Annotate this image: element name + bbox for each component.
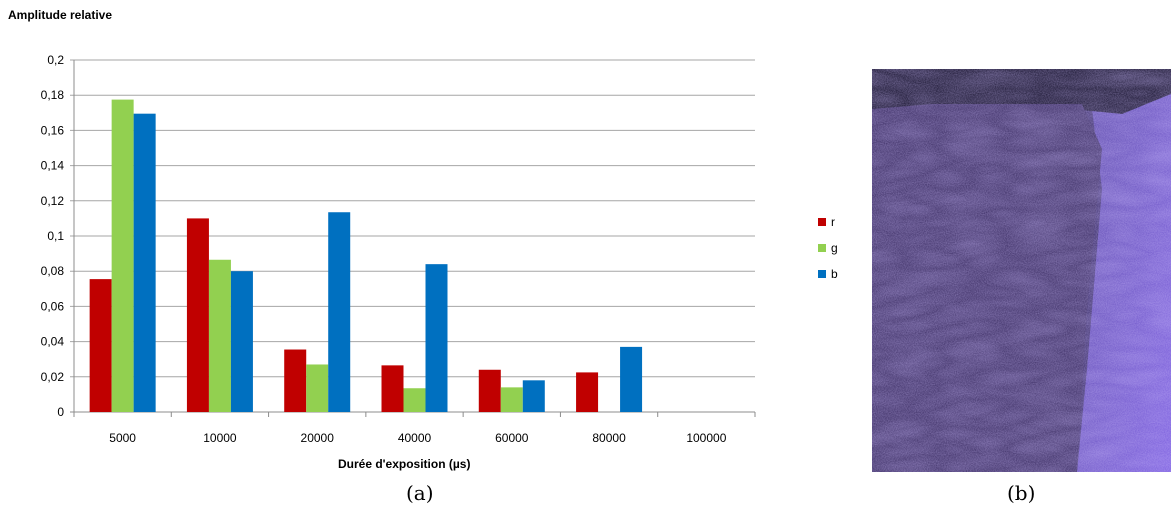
bar-b-5000 bbox=[133, 113, 156, 413]
y-tick-label: 0,12 bbox=[41, 194, 65, 208]
bar-chart: 00,020,040,060,080,10,120,140,160,180,2 … bbox=[41, 53, 756, 445]
legend-label-b: b bbox=[831, 267, 838, 281]
bar-g-5000 bbox=[111, 99, 134, 412]
x-tick-label: 5000 bbox=[109, 431, 136, 445]
bar-r-5000 bbox=[89, 279, 112, 412]
y-tick-label: 0,04 bbox=[41, 335, 65, 349]
y-tick-label: 0,16 bbox=[41, 123, 65, 137]
legend-label-r: r bbox=[831, 215, 835, 229]
bar-g-20000 bbox=[306, 364, 329, 412]
legend-item-g: g bbox=[818, 235, 838, 261]
bar-r-80000 bbox=[576, 372, 599, 412]
x-tick-label: 80000 bbox=[592, 431, 626, 445]
x-tick-label: 40000 bbox=[398, 431, 432, 445]
x-tick-label: 10000 bbox=[203, 431, 237, 445]
y-tick-label: 0,18 bbox=[41, 88, 65, 102]
purple-photo-image bbox=[872, 69, 1171, 472]
bar-b-60000 bbox=[522, 380, 545, 412]
bars bbox=[89, 99, 643, 413]
bar-b-80000 bbox=[620, 346, 643, 412]
legend-swatch-b bbox=[818, 270, 826, 278]
y-tick-label: 0,02 bbox=[41, 370, 65, 384]
bar-r-60000 bbox=[478, 369, 501, 412]
bar-g-60000 bbox=[500, 387, 523, 412]
legend-label-g: g bbox=[831, 241, 838, 255]
bar-r-40000 bbox=[381, 365, 404, 412]
y-tick-label: 0,1 bbox=[47, 229, 64, 243]
caption-b: (b) bbox=[1007, 481, 1036, 505]
legend-swatch-r bbox=[818, 218, 826, 226]
bar-r-20000 bbox=[284, 349, 307, 412]
bar-b-40000 bbox=[425, 264, 448, 412]
y-tick-label: 0,14 bbox=[41, 159, 65, 173]
bar-g-40000 bbox=[403, 388, 426, 412]
x-tick-label: 100000 bbox=[686, 431, 726, 445]
bar-b-20000 bbox=[328, 212, 351, 412]
x-tick-label: 20000 bbox=[301, 431, 335, 445]
bar-b-10000 bbox=[230, 271, 253, 412]
photo-drawing bbox=[872, 69, 1171, 472]
legend-item-b: b bbox=[818, 261, 838, 287]
bar-r-10000 bbox=[186, 218, 209, 412]
legend-swatch-g bbox=[818, 244, 826, 252]
y-axis-ticks: 0 0,02 0,04 0,06 0,08 0,1 0,12 0,14 0,16 0,18 0,2 bbox=[41, 53, 65, 419]
y-tick-label: 0,2 bbox=[47, 53, 64, 67]
gridlines bbox=[70, 59, 755, 413]
x-axis-title: Durée d'exposition (µs) bbox=[338, 457, 471, 471]
x-axis-ticks: 5000 10000 20000 40000 60000 80000 100000 bbox=[73, 412, 756, 445]
legend: r g b bbox=[818, 209, 838, 287]
bar-g-10000 bbox=[208, 259, 231, 412]
legend-item-r: r bbox=[818, 209, 838, 235]
y-tick-label: 0,06 bbox=[41, 299, 65, 313]
y-tick-label: 0,08 bbox=[41, 264, 65, 278]
x-tick-label: 60000 bbox=[495, 431, 529, 445]
caption-a: (a) bbox=[406, 481, 434, 505]
y-tick-label: 0 bbox=[57, 405, 64, 419]
y-axis-title: Amplitude relative bbox=[8, 8, 113, 22]
